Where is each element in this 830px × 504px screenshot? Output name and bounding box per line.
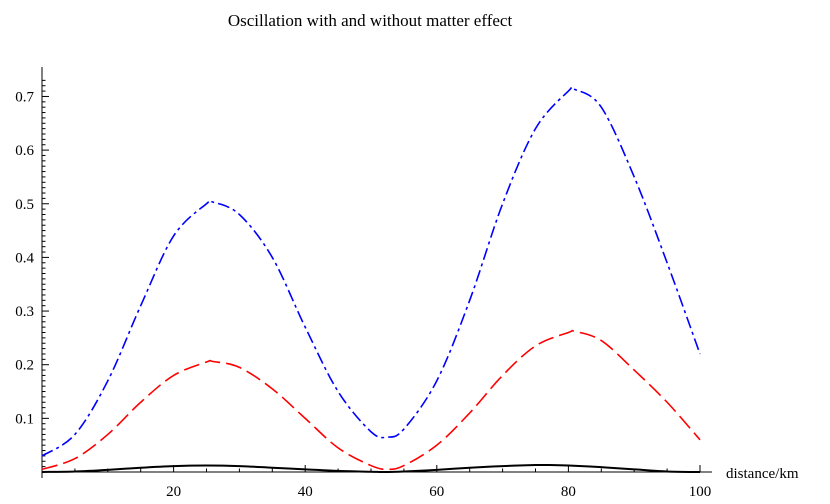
y-tick-label: 0.1	[15, 411, 34, 427]
x-tick-label: 100	[689, 484, 712, 500]
y-tick-label: 0.4	[15, 250, 34, 266]
x-tick-label: 60	[429, 484, 444, 500]
y-tick-label: 0.5	[15, 197, 34, 213]
chart-title: Oscillation with and without matter effe…	[228, 11, 513, 30]
x-tick-label: 40	[298, 484, 313, 500]
axes: 20 40 60 80 100 0.1 0.2 0.3 0.4 0.5 0.6 0.7	[15, 67, 712, 500]
x-axis-label: distance/km	[726, 466, 799, 482]
series-line-3	[41, 463, 701, 474]
x-tick-label: 80	[561, 484, 576, 500]
x-tick-label: 20	[166, 484, 181, 500]
y-tick-label: 0.2	[15, 358, 34, 374]
series-line-2	[41, 329, 701, 471]
y-tick-label: 0.3	[15, 304, 34, 320]
y-tick-label: 0.6	[15, 143, 34, 159]
y-tick-label: 0.7	[15, 89, 34, 105]
series-line-1	[41, 86, 701, 457]
series-layer	[41, 86, 701, 474]
